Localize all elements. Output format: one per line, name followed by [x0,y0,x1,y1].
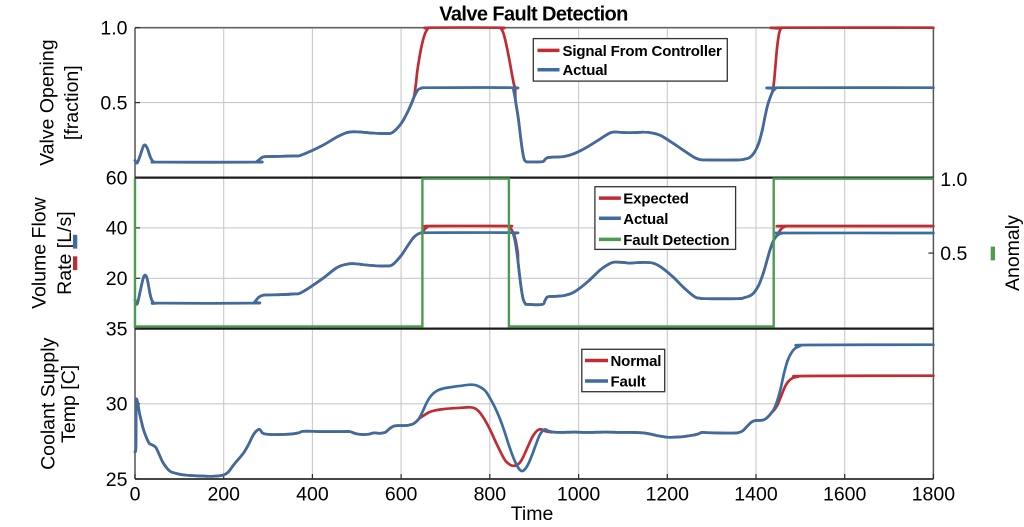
svg-text:Rate [L/s]: Rate [L/s] [54,211,76,294]
svg-text:1.0: 1.0 [940,169,967,191]
svg-text:Coolant Supply: Coolant Supply [38,337,60,470]
svg-text:40: 40 [106,218,128,240]
svg-text:1600: 1600 [823,483,867,505]
svg-text:Temp [C]: Temp [C] [58,365,80,443]
svg-text:1000: 1000 [557,483,601,505]
svg-text:20: 20 [106,268,128,290]
svg-text:Anomaly: Anomaly [1002,215,1024,291]
svg-text:[fraction]: [fraction] [61,65,83,140]
svg-text:30: 30 [106,394,128,416]
svg-text:60: 60 [106,167,128,189]
svg-text:200: 200 [207,483,240,505]
svg-text:0: 0 [130,483,141,505]
svg-text:Normal: Normal [611,353,662,370]
svg-text:1200: 1200 [646,483,690,505]
svg-text:400: 400 [296,483,329,505]
svg-text:0.5: 0.5 [940,243,967,265]
svg-text:Signal From Controller: Signal From Controller [563,43,723,60]
svg-text:0.5: 0.5 [100,92,127,114]
svg-text:Actual: Actual [563,62,608,79]
svg-text:600: 600 [385,483,418,505]
svg-text:Valve Fault Detection: Valve Fault Detection [439,4,628,26]
svg-text:1800: 1800 [912,483,956,505]
svg-text:35: 35 [106,318,128,340]
svg-text:Fault Detection: Fault Detection [623,232,729,249]
svg-text:Expected: Expected [623,191,689,208]
svg-text:Time: Time [511,503,554,522]
svg-text:Valve Opening: Valve Opening [37,39,59,165]
svg-text:Actual: Actual [623,211,668,228]
svg-text:Volume Flow: Volume Flow [29,196,51,309]
svg-text:25: 25 [106,469,128,491]
svg-text:1.0: 1.0 [100,18,127,40]
svg-text:800: 800 [474,483,507,505]
svg-text:1400: 1400 [734,483,778,505]
svg-text:Fault: Fault [611,374,646,391]
